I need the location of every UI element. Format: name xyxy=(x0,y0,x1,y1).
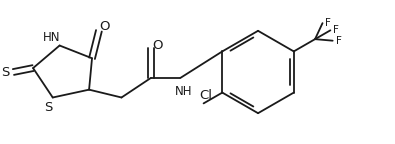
Text: S: S xyxy=(45,101,53,114)
Text: F: F xyxy=(336,36,342,46)
Text: HN: HN xyxy=(43,31,60,44)
Text: O: O xyxy=(152,39,163,52)
Text: O: O xyxy=(100,20,110,33)
Text: F: F xyxy=(333,25,339,35)
Text: F: F xyxy=(325,18,331,28)
Text: S: S xyxy=(2,66,10,78)
Text: NH: NH xyxy=(175,85,192,98)
Text: Cl: Cl xyxy=(199,89,212,102)
